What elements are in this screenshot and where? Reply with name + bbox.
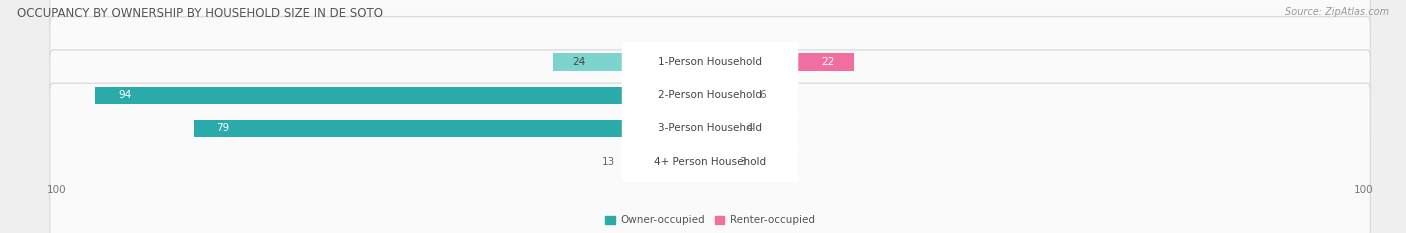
Bar (710, 53, 853, 71)
FancyBboxPatch shape (49, 83, 1371, 233)
Bar (553, 53, 710, 71)
Text: 22: 22 (821, 57, 834, 67)
Bar (194, 120, 710, 137)
Bar (710, 153, 730, 170)
FancyBboxPatch shape (49, 17, 1371, 174)
Legend: Owner-occupied, Renter-occupied: Owner-occupied, Renter-occupied (602, 211, 818, 230)
Text: 79: 79 (217, 123, 229, 134)
Bar (96, 86, 710, 104)
Text: 1-Person Household: 1-Person Household (658, 57, 762, 67)
FancyBboxPatch shape (621, 72, 799, 118)
Bar (710, 120, 737, 137)
Bar (626, 153, 710, 170)
FancyBboxPatch shape (49, 0, 1371, 140)
FancyBboxPatch shape (621, 139, 799, 185)
FancyBboxPatch shape (621, 106, 799, 151)
FancyBboxPatch shape (621, 39, 799, 85)
Text: 3: 3 (740, 157, 747, 167)
Text: 2-Person Household: 2-Person Household (658, 90, 762, 100)
Text: Source: ZipAtlas.com: Source: ZipAtlas.com (1285, 7, 1389, 17)
Text: OCCUPANCY BY OWNERSHIP BY HOUSEHOLD SIZE IN DE SOTO: OCCUPANCY BY OWNERSHIP BY HOUSEHOLD SIZE… (17, 7, 382, 20)
Text: 6: 6 (759, 90, 766, 100)
Bar (710, 86, 749, 104)
Text: 94: 94 (118, 90, 132, 100)
Text: 3-Person Household: 3-Person Household (658, 123, 762, 134)
Text: 13: 13 (602, 157, 616, 167)
FancyBboxPatch shape (49, 50, 1371, 207)
Text: 24: 24 (572, 57, 586, 67)
Text: 4+ Person Household: 4+ Person Household (654, 157, 766, 167)
Text: 4: 4 (747, 123, 752, 134)
